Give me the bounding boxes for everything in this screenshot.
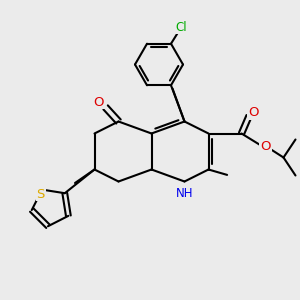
Text: O: O: [248, 106, 259, 119]
Text: NH: NH: [176, 187, 194, 200]
Text: S: S: [37, 188, 45, 201]
Text: O: O: [94, 95, 104, 109]
Text: O: O: [260, 140, 271, 154]
Text: Cl: Cl: [176, 21, 187, 34]
